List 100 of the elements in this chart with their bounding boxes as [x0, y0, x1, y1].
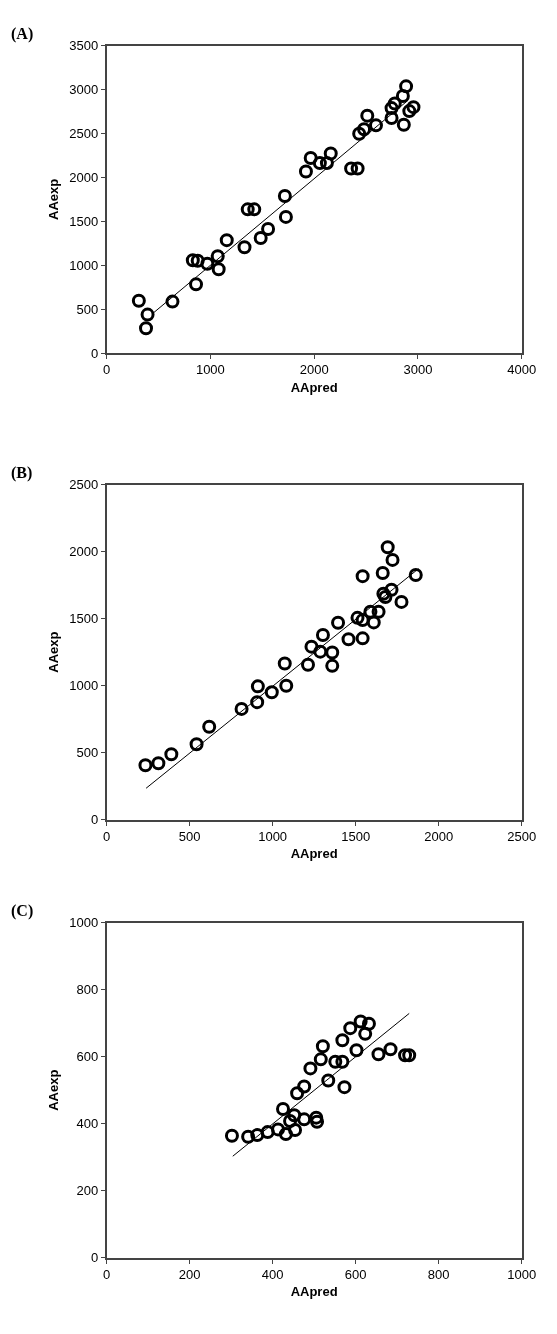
point: [250, 695, 265, 710]
x-tick-label: 2000: [299, 362, 329, 378]
x-tick-label: 600: [344, 1267, 367, 1283]
y-tick-label: 500: [76, 301, 99, 317]
point: [202, 719, 217, 734]
point: [234, 701, 249, 716]
point: [398, 1048, 413, 1063]
y-axis-title: AAexp: [45, 631, 61, 673]
point: [290, 1086, 305, 1101]
y-tick-label: 1000: [69, 678, 99, 694]
point: [383, 1042, 398, 1057]
x-axis-title: AApred: [290, 1284, 338, 1300]
point: [321, 1073, 336, 1088]
y-tick-label: 400: [76, 1116, 99, 1132]
point: [360, 108, 375, 123]
point: [331, 615, 346, 630]
y-tick-label: 2000: [69, 544, 99, 560]
point: [297, 1112, 312, 1127]
point: [189, 737, 204, 752]
x-tick-label: 0: [102, 829, 111, 845]
point: [350, 161, 365, 176]
y-tick-label: 3500: [69, 38, 99, 54]
point: [189, 277, 204, 292]
x-tick-label: 0: [102, 1267, 111, 1283]
chart-title: (C): [11, 902, 34, 920]
point: [361, 1016, 376, 1031]
point: [303, 151, 318, 166]
point: [312, 156, 327, 171]
point: [366, 615, 381, 630]
point: [277, 189, 292, 204]
point: [323, 146, 338, 161]
x-tick-label: 1000: [258, 829, 288, 845]
point: [138, 758, 153, 773]
point: [131, 293, 146, 308]
point: [408, 568, 423, 583]
point: [165, 294, 180, 309]
point: [396, 117, 411, 132]
point: [384, 582, 399, 597]
point: [394, 594, 409, 609]
point: [335, 1033, 350, 1048]
point: [240, 202, 255, 217]
y-tick-label: 3000: [69, 82, 99, 98]
y-axis-title: AAexp: [45, 1069, 61, 1111]
point: [237, 240, 252, 255]
y-tick-label: 1000: [69, 257, 99, 273]
point: [352, 126, 367, 141]
point: [140, 307, 155, 322]
y-tick-label: 1500: [69, 611, 99, 627]
point: [260, 1125, 275, 1140]
x-tick-label: 400: [261, 1267, 284, 1283]
point: [402, 1048, 417, 1063]
point: [200, 256, 215, 271]
point: [278, 209, 293, 224]
y-tick-label: 2000: [69, 169, 99, 185]
y-tick-label: 500: [76, 745, 99, 761]
point: [387, 96, 402, 111]
point: [241, 1129, 256, 1144]
point: [355, 631, 370, 646]
point: [328, 1054, 343, 1069]
y-tick-label: 2500: [69, 125, 99, 141]
point: [384, 101, 399, 116]
point: [250, 1128, 265, 1143]
x-tick-label: 800: [427, 1267, 450, 1283]
point: [363, 604, 378, 619]
point: [271, 1122, 286, 1137]
x-axis-title: AApred: [290, 846, 338, 862]
y-tick-label: 0: [90, 345, 99, 361]
point: [395, 88, 410, 103]
chart-title: (A): [11, 25, 34, 43]
y-tick-label: 0: [90, 1250, 99, 1266]
y-tick-label: 1000: [69, 915, 99, 931]
y-tick-label: 600: [76, 1049, 99, 1065]
point: [353, 1014, 368, 1029]
point: [211, 262, 226, 277]
point: [325, 645, 340, 660]
point: [371, 1047, 386, 1062]
point: [310, 1114, 325, 1129]
point: [277, 656, 292, 671]
point: [313, 1052, 328, 1067]
x-tick-label: 500: [178, 829, 201, 845]
point: [287, 1108, 302, 1123]
point: [210, 249, 225, 264]
point: [384, 111, 399, 126]
point: [358, 1026, 373, 1041]
point: [298, 164, 313, 179]
y-axis-title: AAexp: [45, 178, 61, 220]
point: [309, 1110, 324, 1125]
point: [350, 610, 365, 625]
x-axis-title: AApred: [290, 379, 338, 395]
point: [185, 253, 200, 268]
point: [337, 1080, 352, 1095]
x-tick-label: 200: [178, 1267, 201, 1283]
y-tick-label: 2500: [69, 477, 99, 493]
y-tick-label: 1500: [69, 213, 99, 229]
point: [315, 1039, 330, 1054]
point: [219, 233, 234, 248]
point: [278, 1127, 293, 1142]
x-tick-label: 2000: [424, 829, 454, 845]
point: [250, 679, 265, 694]
point: [399, 79, 414, 94]
